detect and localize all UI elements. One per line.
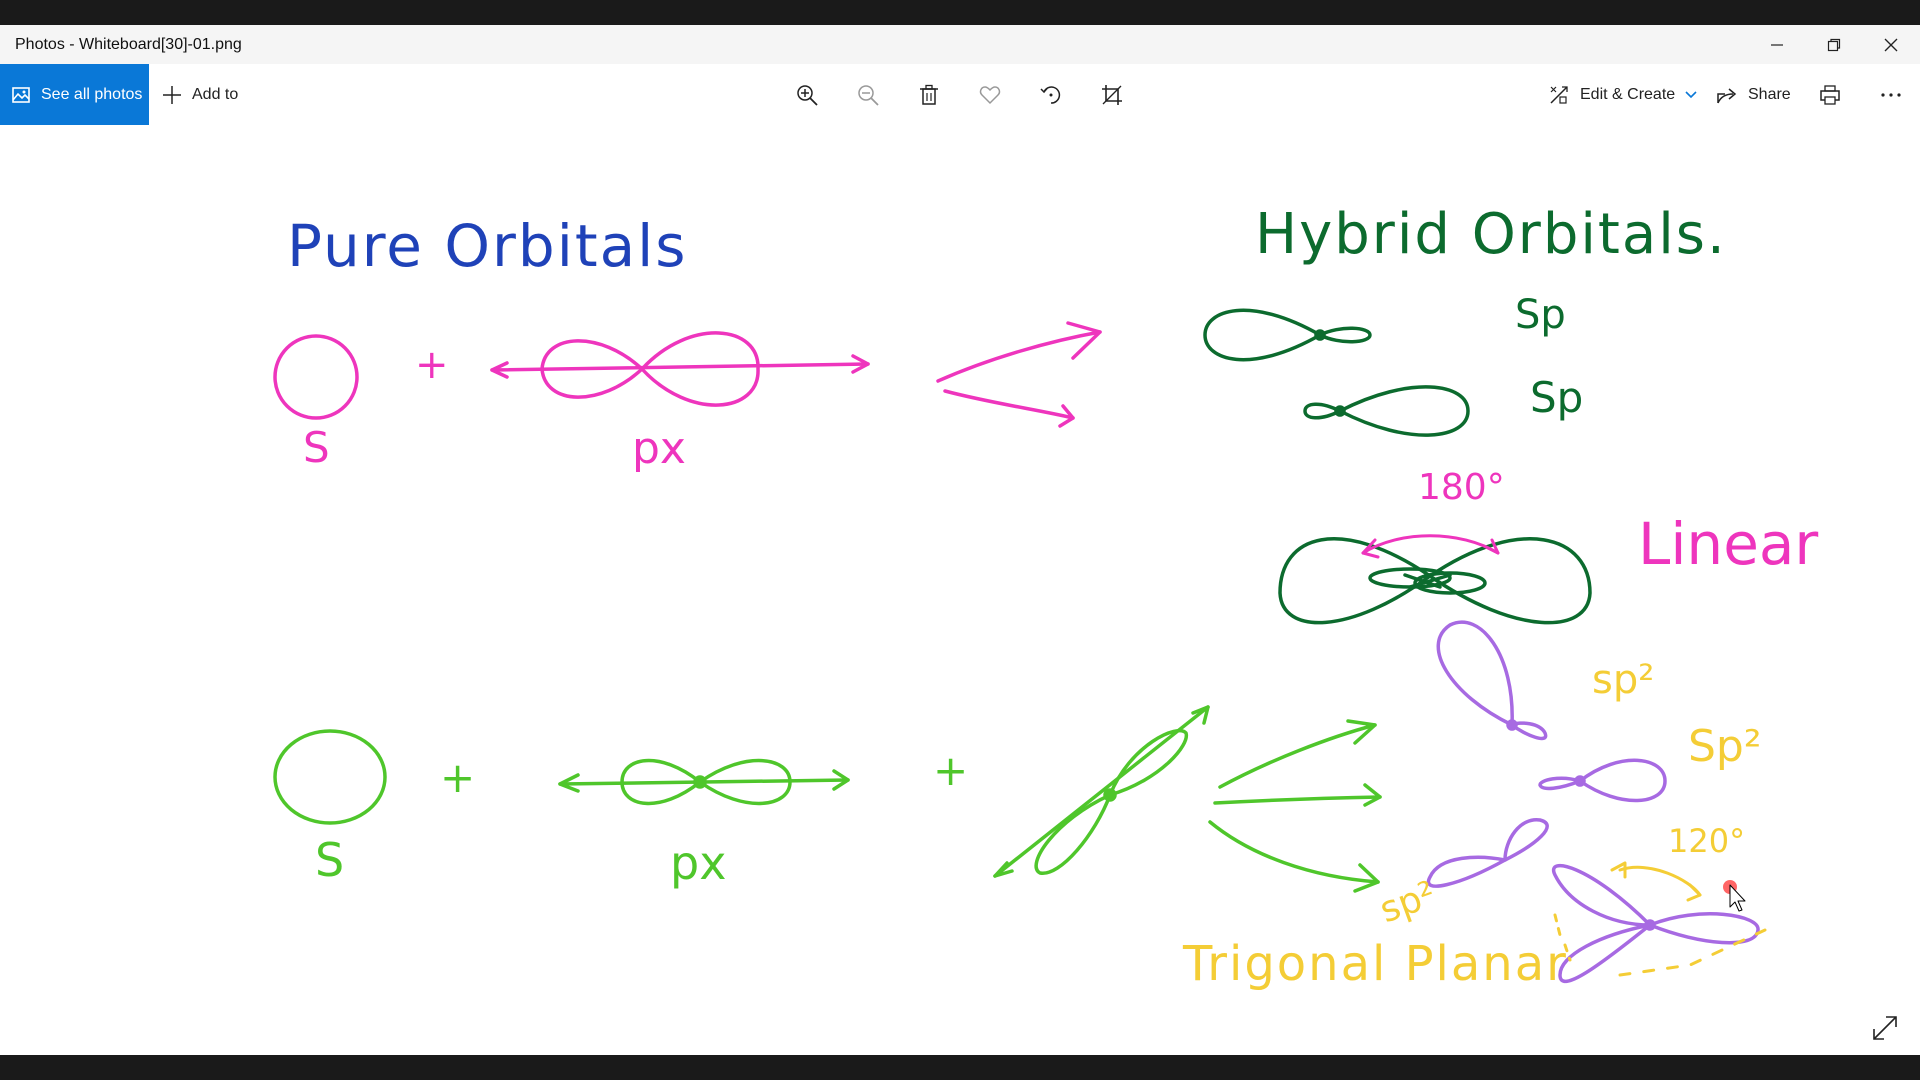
- px-label-bottom: px: [670, 836, 727, 890]
- close-button[interactable]: [1862, 25, 1920, 64]
- share-icon: [1717, 87, 1737, 103]
- minimize-button[interactable]: [1748, 25, 1806, 64]
- favorite-button[interactable]: [975, 80, 1005, 110]
- px-label-top: px: [632, 423, 686, 474]
- crop-icon: [1102, 85, 1122, 105]
- angle-120-label: 120°: [1668, 822, 1746, 860]
- plus-icon: [163, 85, 181, 104]
- edit-create-button[interactable]: Edit & Create: [1548, 64, 1697, 125]
- crop-button[interactable]: [1097, 80, 1127, 110]
- title-bar: Photos - Whiteboard[30]-01.png: [0, 25, 1920, 64]
- fullscreen-button[interactable]: [1870, 1013, 1900, 1043]
- printer-icon: [1820, 85, 1840, 105]
- screen-bottom-bar: [0, 1055, 1920, 1080]
- sp2-label-1: sp²: [1592, 657, 1655, 703]
- s-label-bottom: S: [315, 833, 345, 887]
- sp-hybrid-orbitals: [1203, 308, 1470, 437]
- px-orbital-bottom: [558, 758, 850, 806]
- hybrid-arrows-bottom: [1208, 719, 1382, 893]
- px-orbital-top: [490, 331, 870, 407]
- pure-orbitals-heading: Pure Orbitals: [287, 212, 688, 280]
- window-title: Photos - Whiteboard[30]-01.png: [15, 36, 242, 53]
- share-label: Share: [1748, 85, 1791, 103]
- zoom-out-button[interactable]: [853, 80, 883, 110]
- minimize-icon: [1771, 43, 1783, 46]
- sp2-label-2: Sp²: [1688, 721, 1762, 772]
- restore-icon: [1827, 38, 1841, 51]
- sp-label-1: Sp: [1515, 292, 1566, 338]
- s-label-top: S: [303, 423, 330, 472]
- mouse-cursor-icon: [1729, 884, 1746, 912]
- rotate-icon: [1040, 86, 1061, 104]
- trigonal-planar-label: Trigonal Planar: [1183, 936, 1568, 992]
- toolbar: See all photos Add to Edit & Create Shar…: [0, 64, 1920, 125]
- screen-top-bar: [0, 0, 1920, 25]
- s-orbital-top: [273, 334, 359, 420]
- trash-icon: [920, 84, 938, 105]
- edit-create-label: Edit & Create: [1580, 85, 1676, 103]
- edit-create-icon: [1550, 85, 1568, 104]
- expand-icon: [1873, 1016, 1897, 1040]
- whiteboard-drawing: [273, 308, 1767, 983]
- s-orbital-bottom: [273, 729, 387, 825]
- chevron-down-icon: [1685, 90, 1697, 98]
- see-all-photos-label: See all photos: [41, 85, 143, 103]
- share-button[interactable]: Share: [1716, 64, 1791, 125]
- rotate-button[interactable]: [1036, 80, 1066, 110]
- see-all-photos-button[interactable]: See all photos: [0, 64, 149, 125]
- delete-button[interactable]: [914, 80, 944, 110]
- plus-top: +: [415, 342, 449, 388]
- photo-canvas: Pure Orbitals Hybrid Orbitals. S + px Sp…: [0, 125, 1920, 1055]
- hybrid-arrows-top: [936, 321, 1102, 428]
- sp2-hybrid-orbitals: [1426, 620, 1760, 983]
- zoom-in-icon: [797, 85, 818, 106]
- zoom-out-icon: [858, 85, 879, 106]
- heart-icon: [979, 86, 1001, 105]
- add-to-button[interactable]: Add to: [162, 64, 238, 125]
- photos-icon: [12, 86, 30, 103]
- more-options-button[interactable]: [1876, 80, 1906, 110]
- angle-arc-180: [1361, 534, 1500, 559]
- hybrid-orbitals-heading: Hybrid Orbitals.: [1255, 202, 1727, 267]
- plus-bottom-2: +: [933, 746, 969, 795]
- more-icon: [1881, 93, 1901, 97]
- zoom-in-button[interactable]: [792, 80, 822, 110]
- linear-arrangement: [1278, 537, 1592, 625]
- py-orbital-bottom: [993, 705, 1210, 878]
- sp-label-2: Sp: [1530, 373, 1584, 422]
- angle-arc-120: [1553, 861, 1767, 977]
- close-icon: [1884, 38, 1898, 51]
- linear-label: Linear: [1638, 510, 1819, 578]
- restore-button[interactable]: [1805, 25, 1863, 64]
- angle-180-label: 180°: [1418, 467, 1505, 508]
- add-to-label: Add to: [192, 85, 239, 103]
- plus-bottom-1: +: [440, 753, 476, 802]
- print-button[interactable]: [1815, 80, 1845, 110]
